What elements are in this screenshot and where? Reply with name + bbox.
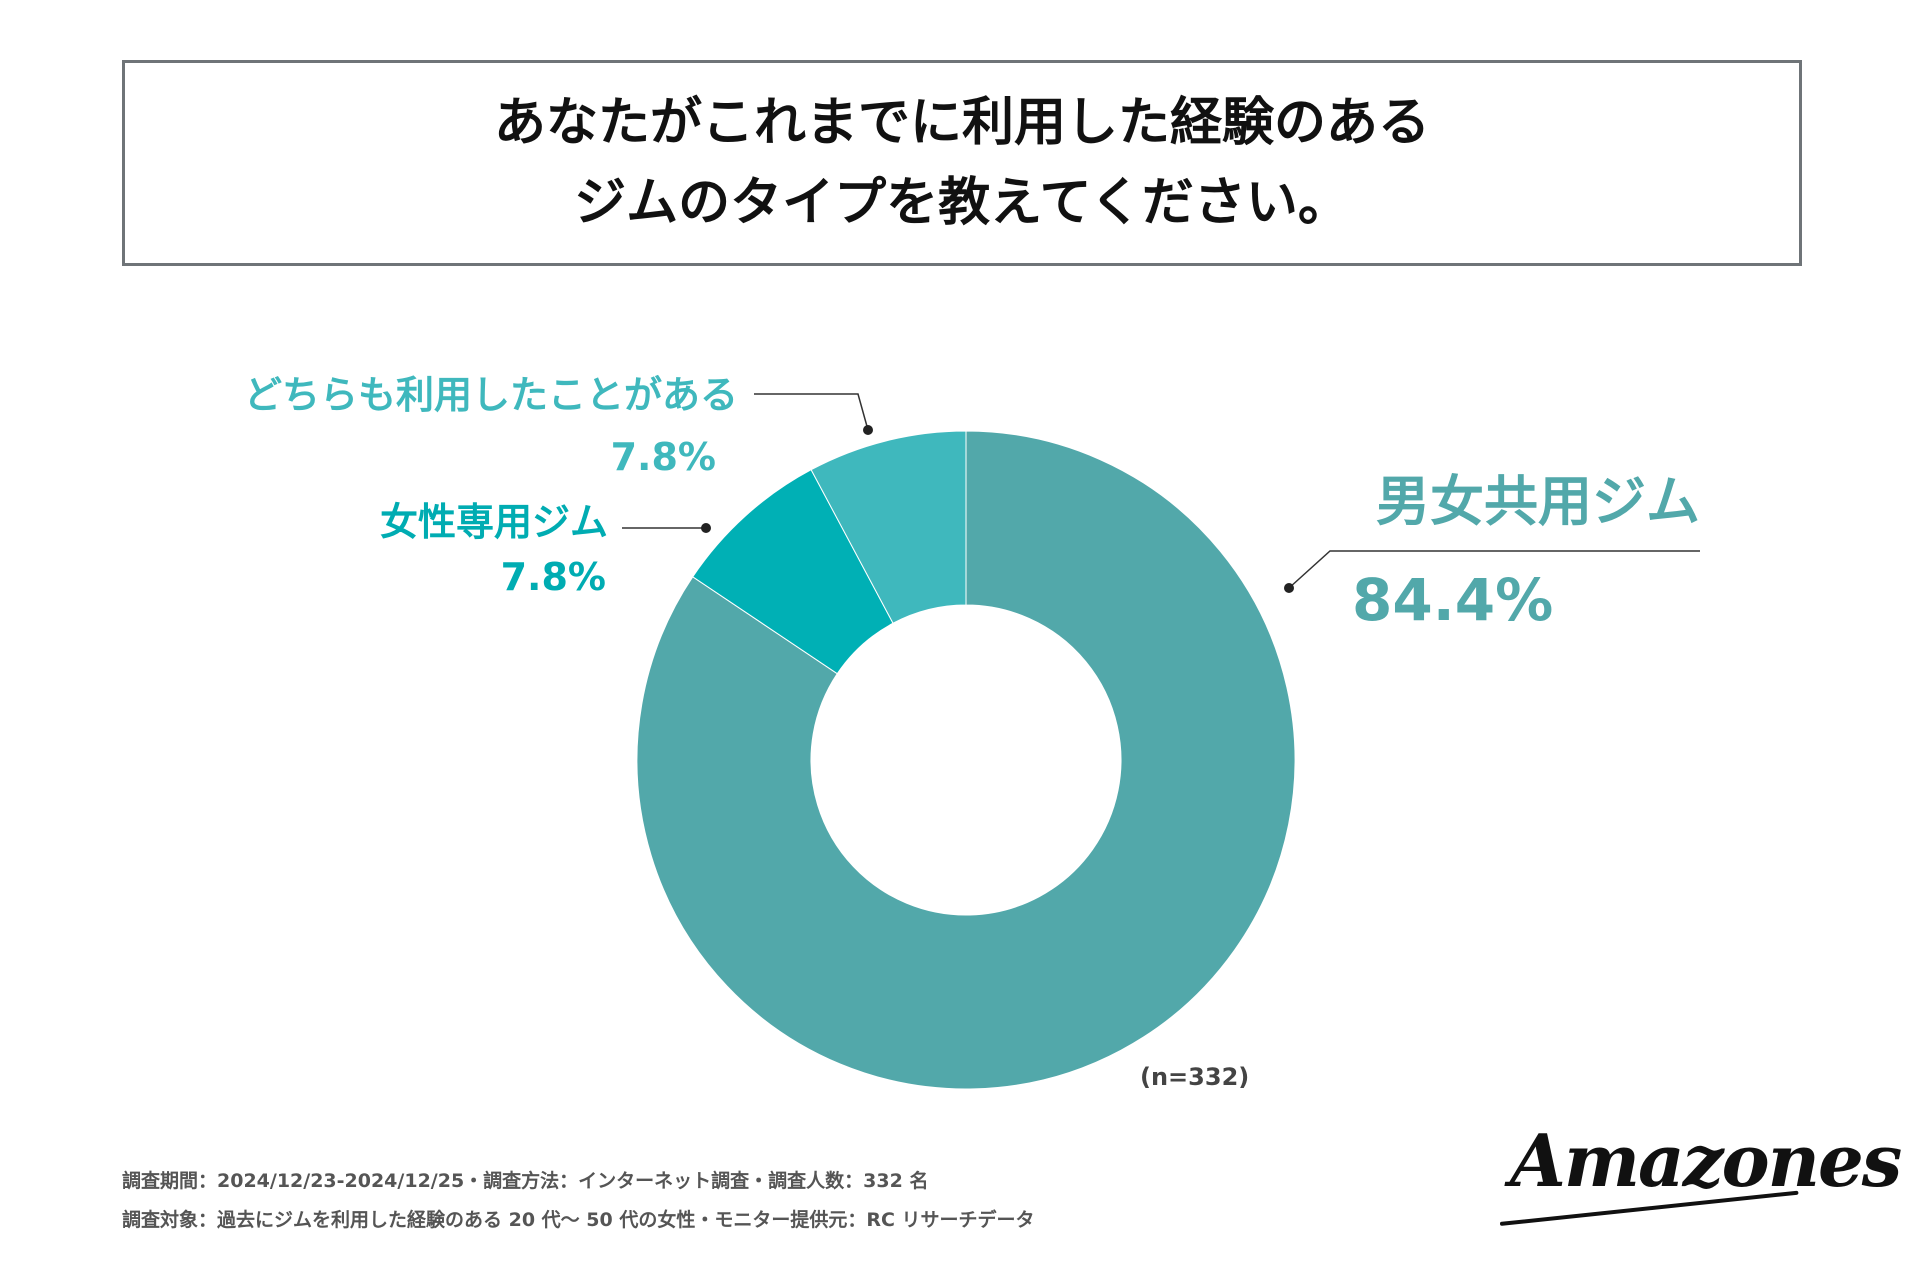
survey-target-note: 調査対象：過去にジムを利用した経験のある 20 代〜 50 代の女性・モニター提… [122,1209,1035,1231]
title-line-2: ジムのタイプを教えてください。 [574,173,1350,233]
slice-label-3: どちらも利用したことがある [244,373,738,417]
slice-value-3: 7.8% [611,435,716,479]
slice-value-2: 7.8% [501,555,606,599]
amazones-logo: Amazones [1499,1118,1902,1248]
survey-period-note: 調査期間：2024/12/23-2024/12/25・調査方法：インターネット調… [122,1170,929,1192]
slice-label-2: 女性専用ジム [380,500,608,544]
leader-line-1 [1288,550,1700,589]
title-line-1: あなたがこれまでに利用した経験のある [493,93,1430,153]
leader-dot-2 [701,523,711,533]
donut-slice-1 [636,430,1296,1090]
logo-text: Amazones [1510,1118,1902,1203]
slice-label-1: 男女共用ジム [1376,470,1700,533]
leader-dot-1 [1284,583,1294,593]
donut-slice-3 [810,430,967,624]
slice-value-1: 84.4% [1352,566,1553,634]
title-box: あなたがこれまでに利用した経験のある ジムのタイプを教えてください。 [122,60,1802,266]
leader-line-3 [754,393,869,431]
sample-size-label: (n=332) [1140,1063,1249,1091]
leader-dot-3 [863,425,873,435]
